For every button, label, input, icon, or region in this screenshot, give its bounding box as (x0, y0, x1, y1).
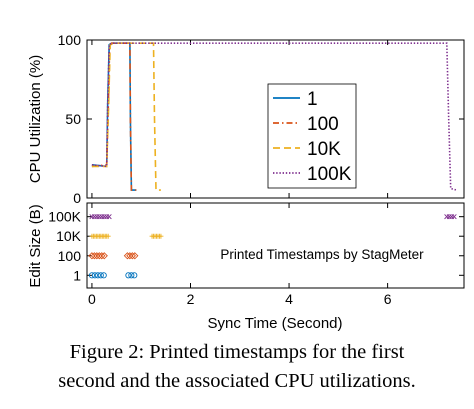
bottom-plot-frame (86, 202, 465, 289)
timestamp-markers (88, 214, 457, 279)
series-line-100 (91, 42, 137, 191)
legend-box (267, 83, 357, 189)
timestamp-marker-1 (100, 272, 107, 279)
timestamp-marker-100 (93, 252, 101, 260)
x-tick-label: 6 (384, 291, 392, 307)
top-axis-ticks: 0 50 100 (58, 32, 464, 206)
top-y-tick-label: 0 (73, 190, 81, 206)
timestamp-marker-100 (95, 252, 103, 260)
bottom-y-tick-label: 100 (58, 248, 82, 264)
timestamp-marker-1 (131, 272, 138, 279)
legend: 1 100 10K 100K (267, 83, 357, 189)
timestamp-marker-100 (88, 252, 96, 260)
legend-label-1: 1 (307, 89, 318, 110)
bottom-y-axis-label: Edit Size (B) (27, 204, 44, 287)
timestamp-marker-10k (105, 233, 111, 239)
timestamp-marker-100 (98, 252, 106, 260)
edit-size-chart: 1 100 10K 100K 0 2 4 6 Edit Size (B) Printed Ti… (27, 202, 465, 332)
timestamp-marker-1 (91, 272, 98, 279)
x-axis-label: Sync Time (Second) (207, 315, 342, 332)
x-tick-label: 4 (285, 291, 293, 307)
timestamp-marker-100k (451, 214, 457, 220)
timestamp-marker-1 (94, 272, 101, 279)
figure-caption: Figure 2: Printed timestamps for the fir… (0, 338, 474, 396)
timestamp-marker-100 (128, 252, 136, 260)
top-y-tick-label: 100 (58, 32, 82, 48)
timestamp-marker-1 (97, 272, 104, 279)
series-line-100k (91, 42, 457, 191)
caption-line-2: second and the associated CPU utilizatio… (58, 370, 416, 392)
timestamp-marker-1 (88, 272, 95, 279)
timestamp-marker-100k (106, 214, 112, 220)
timestamp-marker-1 (125, 272, 132, 279)
bottom-y-tick-label: 100K (48, 209, 81, 225)
timestamp-marker-100 (126, 252, 134, 260)
timestamp-marker-100 (90, 252, 99, 260)
timestamp-marker-1 (128, 272, 135, 279)
legend-label-10k: 10K (307, 139, 341, 160)
timestamp-marker-100 (100, 252, 108, 260)
bottom-y-tick-label: 10K (56, 228, 82, 244)
bottom-axis-ticks: 1 100 10K 100K 0 2 4 6 (48, 203, 464, 307)
top-y-axis-label: CPU Utilization (%) (27, 55, 44, 183)
legend-label-100: 100 (307, 114, 339, 135)
cpu-utilization-lines (91, 42, 457, 191)
bottom-panel-annotation: Printed Timestamps by StagMeter (220, 247, 424, 262)
caption-line-1: Figure 2: Printed timestamps for the fir… (69, 341, 405, 363)
x-tick-label: 0 (88, 291, 96, 307)
top-y-tick-label: 50 (65, 111, 81, 127)
timestamp-marker-100 (123, 252, 132, 260)
legend-label-100k: 100K (307, 164, 352, 185)
x-tick-label: 2 (187, 291, 195, 307)
bottom-y-tick-label: 1 (73, 267, 81, 283)
timestamp-marker-100 (131, 252, 139, 260)
cpu-utilization-chart: 0 50 100 CPU Utilization (%) 1 100 10K 100K (27, 32, 465, 206)
timestamp-marker-10k (158, 233, 164, 239)
